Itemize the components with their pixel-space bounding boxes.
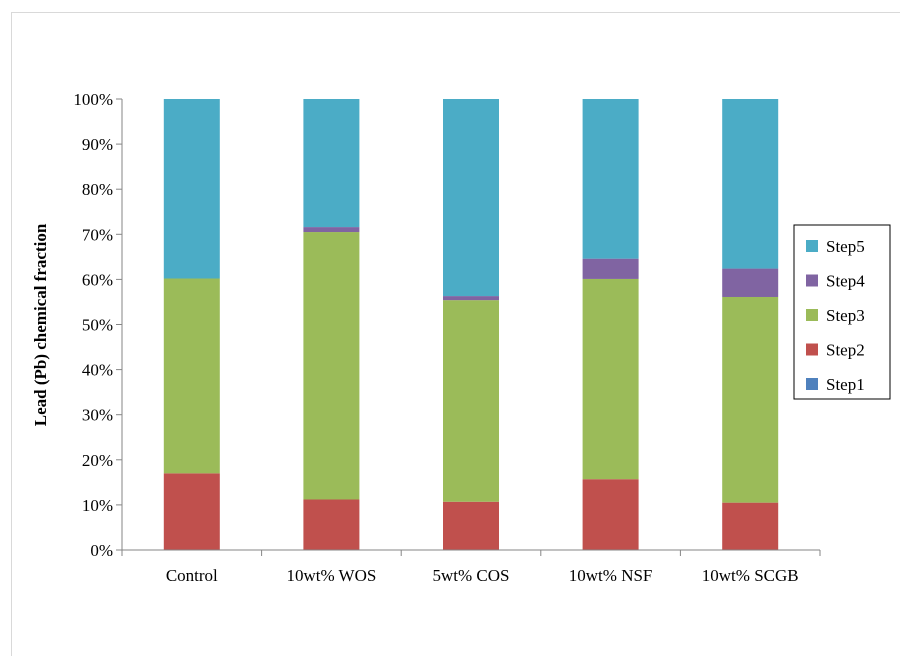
x-tick-label: 10wt% NSF bbox=[569, 566, 653, 585]
bar-segment-step5 bbox=[443, 99, 499, 297]
y-tick-label: 80% bbox=[82, 180, 113, 199]
legend-swatch bbox=[806, 309, 818, 321]
y-tick-label: 20% bbox=[82, 451, 113, 470]
x-axis-labels: Control 10wt% WOS 5wt% COS 10wt% NSF 10wt% S… bbox=[166, 566, 799, 585]
y-tick-label: 0% bbox=[90, 541, 113, 560]
y-tick-label: 90% bbox=[82, 135, 113, 154]
y-tick-label: 30% bbox=[82, 406, 113, 425]
axes bbox=[121, 99, 821, 556]
bar-segment-step5 bbox=[722, 99, 779, 269]
legend-swatch bbox=[806, 240, 818, 252]
legend-swatch bbox=[806, 378, 818, 390]
bar-segment-step4 bbox=[443, 296, 499, 301]
legend: Step5 Step4 Step3 Step2 Step1 bbox=[793, 224, 891, 400]
bar-segment-step3 bbox=[443, 300, 499, 502]
bar-segment-step5 bbox=[582, 99, 639, 259]
bar-segment-step3 bbox=[582, 278, 639, 480]
y-tick-label: 70% bbox=[82, 225, 113, 244]
y-tick-label: 60% bbox=[82, 270, 113, 289]
y-tick-label: 50% bbox=[82, 316, 113, 335]
y-tick-label: 40% bbox=[82, 361, 113, 380]
legend-label: Step2 bbox=[826, 341, 865, 360]
x-tick-label: 10wt% SCGB bbox=[702, 566, 799, 585]
bar-segment-step2 bbox=[722, 502, 779, 550]
bar-segment-step5 bbox=[303, 99, 360, 228]
x-tick-label: 10wt% WOS bbox=[286, 566, 376, 585]
legend-swatch bbox=[806, 343, 818, 356]
bar-segment-step4 bbox=[722, 268, 779, 297]
y-tick-label: 10% bbox=[82, 496, 113, 515]
y-tick-label: 100% bbox=[73, 90, 113, 109]
bar-segment-step5 bbox=[163, 99, 220, 279]
bar-segment-step2 bbox=[163, 473, 220, 550]
y-axis-title: Lead (Pb) chemical fraction bbox=[31, 223, 50, 426]
y-axis-ticks: 0% 10% 20% 30% 40% 50% 60% 70% 80% 90% 100% bbox=[73, 90, 122, 560]
x-tick-label: 5wt% COS bbox=[433, 566, 510, 585]
bar-segment-step2 bbox=[582, 479, 639, 550]
y-axis-title-group: Lead (Pb) chemical fraction bbox=[31, 223, 50, 426]
bar-segment-step3 bbox=[722, 296, 779, 503]
bar-segment-step4 bbox=[303, 227, 360, 233]
bars bbox=[163, 99, 779, 550]
legend-label: Step4 bbox=[826, 272, 865, 291]
legend-swatch bbox=[806, 274, 818, 287]
bar-segment-step2 bbox=[303, 499, 360, 550]
bar-segment-step4 bbox=[582, 258, 639, 279]
legend-label: Step1 bbox=[826, 375, 865, 394]
x-tick-label: Control bbox=[166, 566, 218, 585]
chart-frame bbox=[11, 12, 900, 656]
bar-segment-step2 bbox=[443, 501, 499, 550]
bar-segment-step3 bbox=[163, 278, 220, 474]
bar-segment-step3 bbox=[303, 232, 360, 500]
legend-label: Step3 bbox=[826, 306, 865, 325]
legend-label: Step5 bbox=[826, 237, 865, 256]
